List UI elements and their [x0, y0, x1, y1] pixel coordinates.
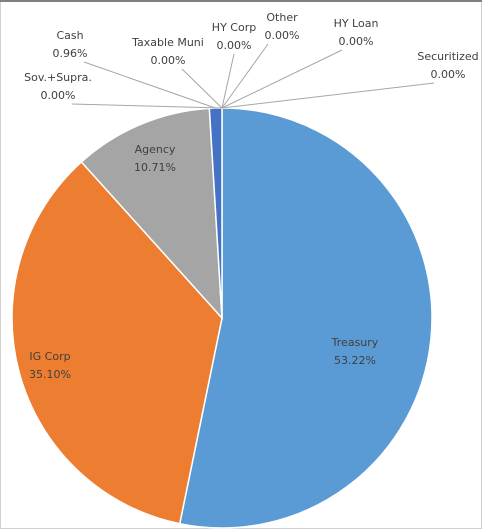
leader-line — [71, 103, 223, 109]
slice-label: Treasury — [331, 336, 379, 349]
slice-value-label: 0.00% — [431, 68, 466, 81]
slice-label: Other — [266, 11, 298, 24]
slice-label: Agency — [135, 143, 176, 156]
slice-value-label: 35.10% — [29, 368, 71, 381]
leader-line — [221, 82, 435, 109]
slice-label: HY Corp — [212, 21, 256, 34]
slice-value-label: 0.00% — [151, 54, 186, 67]
slice-value-label: 0.00% — [41, 89, 76, 102]
pie-slice — [11, 160, 223, 525]
slice-value-label: 0.00% — [265, 29, 300, 42]
leader-line — [221, 49, 343, 109]
leader-line — [181, 68, 223, 109]
slice-label: Securitized — [417, 50, 478, 63]
leader-line — [221, 43, 269, 109]
slice-label: Sov.+Supra. — [24, 71, 92, 84]
slice-label: Cash — [56, 29, 83, 42]
slice-label: Taxable Muni — [131, 36, 204, 49]
slice-label: IG Corp — [29, 350, 70, 363]
slice-value-label: 53.22% — [334, 354, 376, 367]
pie-slice — [178, 107, 433, 529]
slice-value-label: 10.71% — [134, 161, 176, 174]
leader-line — [83, 61, 216, 109]
pie-slice — [80, 107, 223, 321]
slice-label: HY Loan — [334, 17, 379, 30]
slice-value-label: 0.00% — [217, 39, 252, 52]
leader-line — [221, 53, 235, 109]
slice-value-label: 0.00% — [339, 35, 374, 48]
slice-value-label: 0.96% — [53, 47, 88, 60]
